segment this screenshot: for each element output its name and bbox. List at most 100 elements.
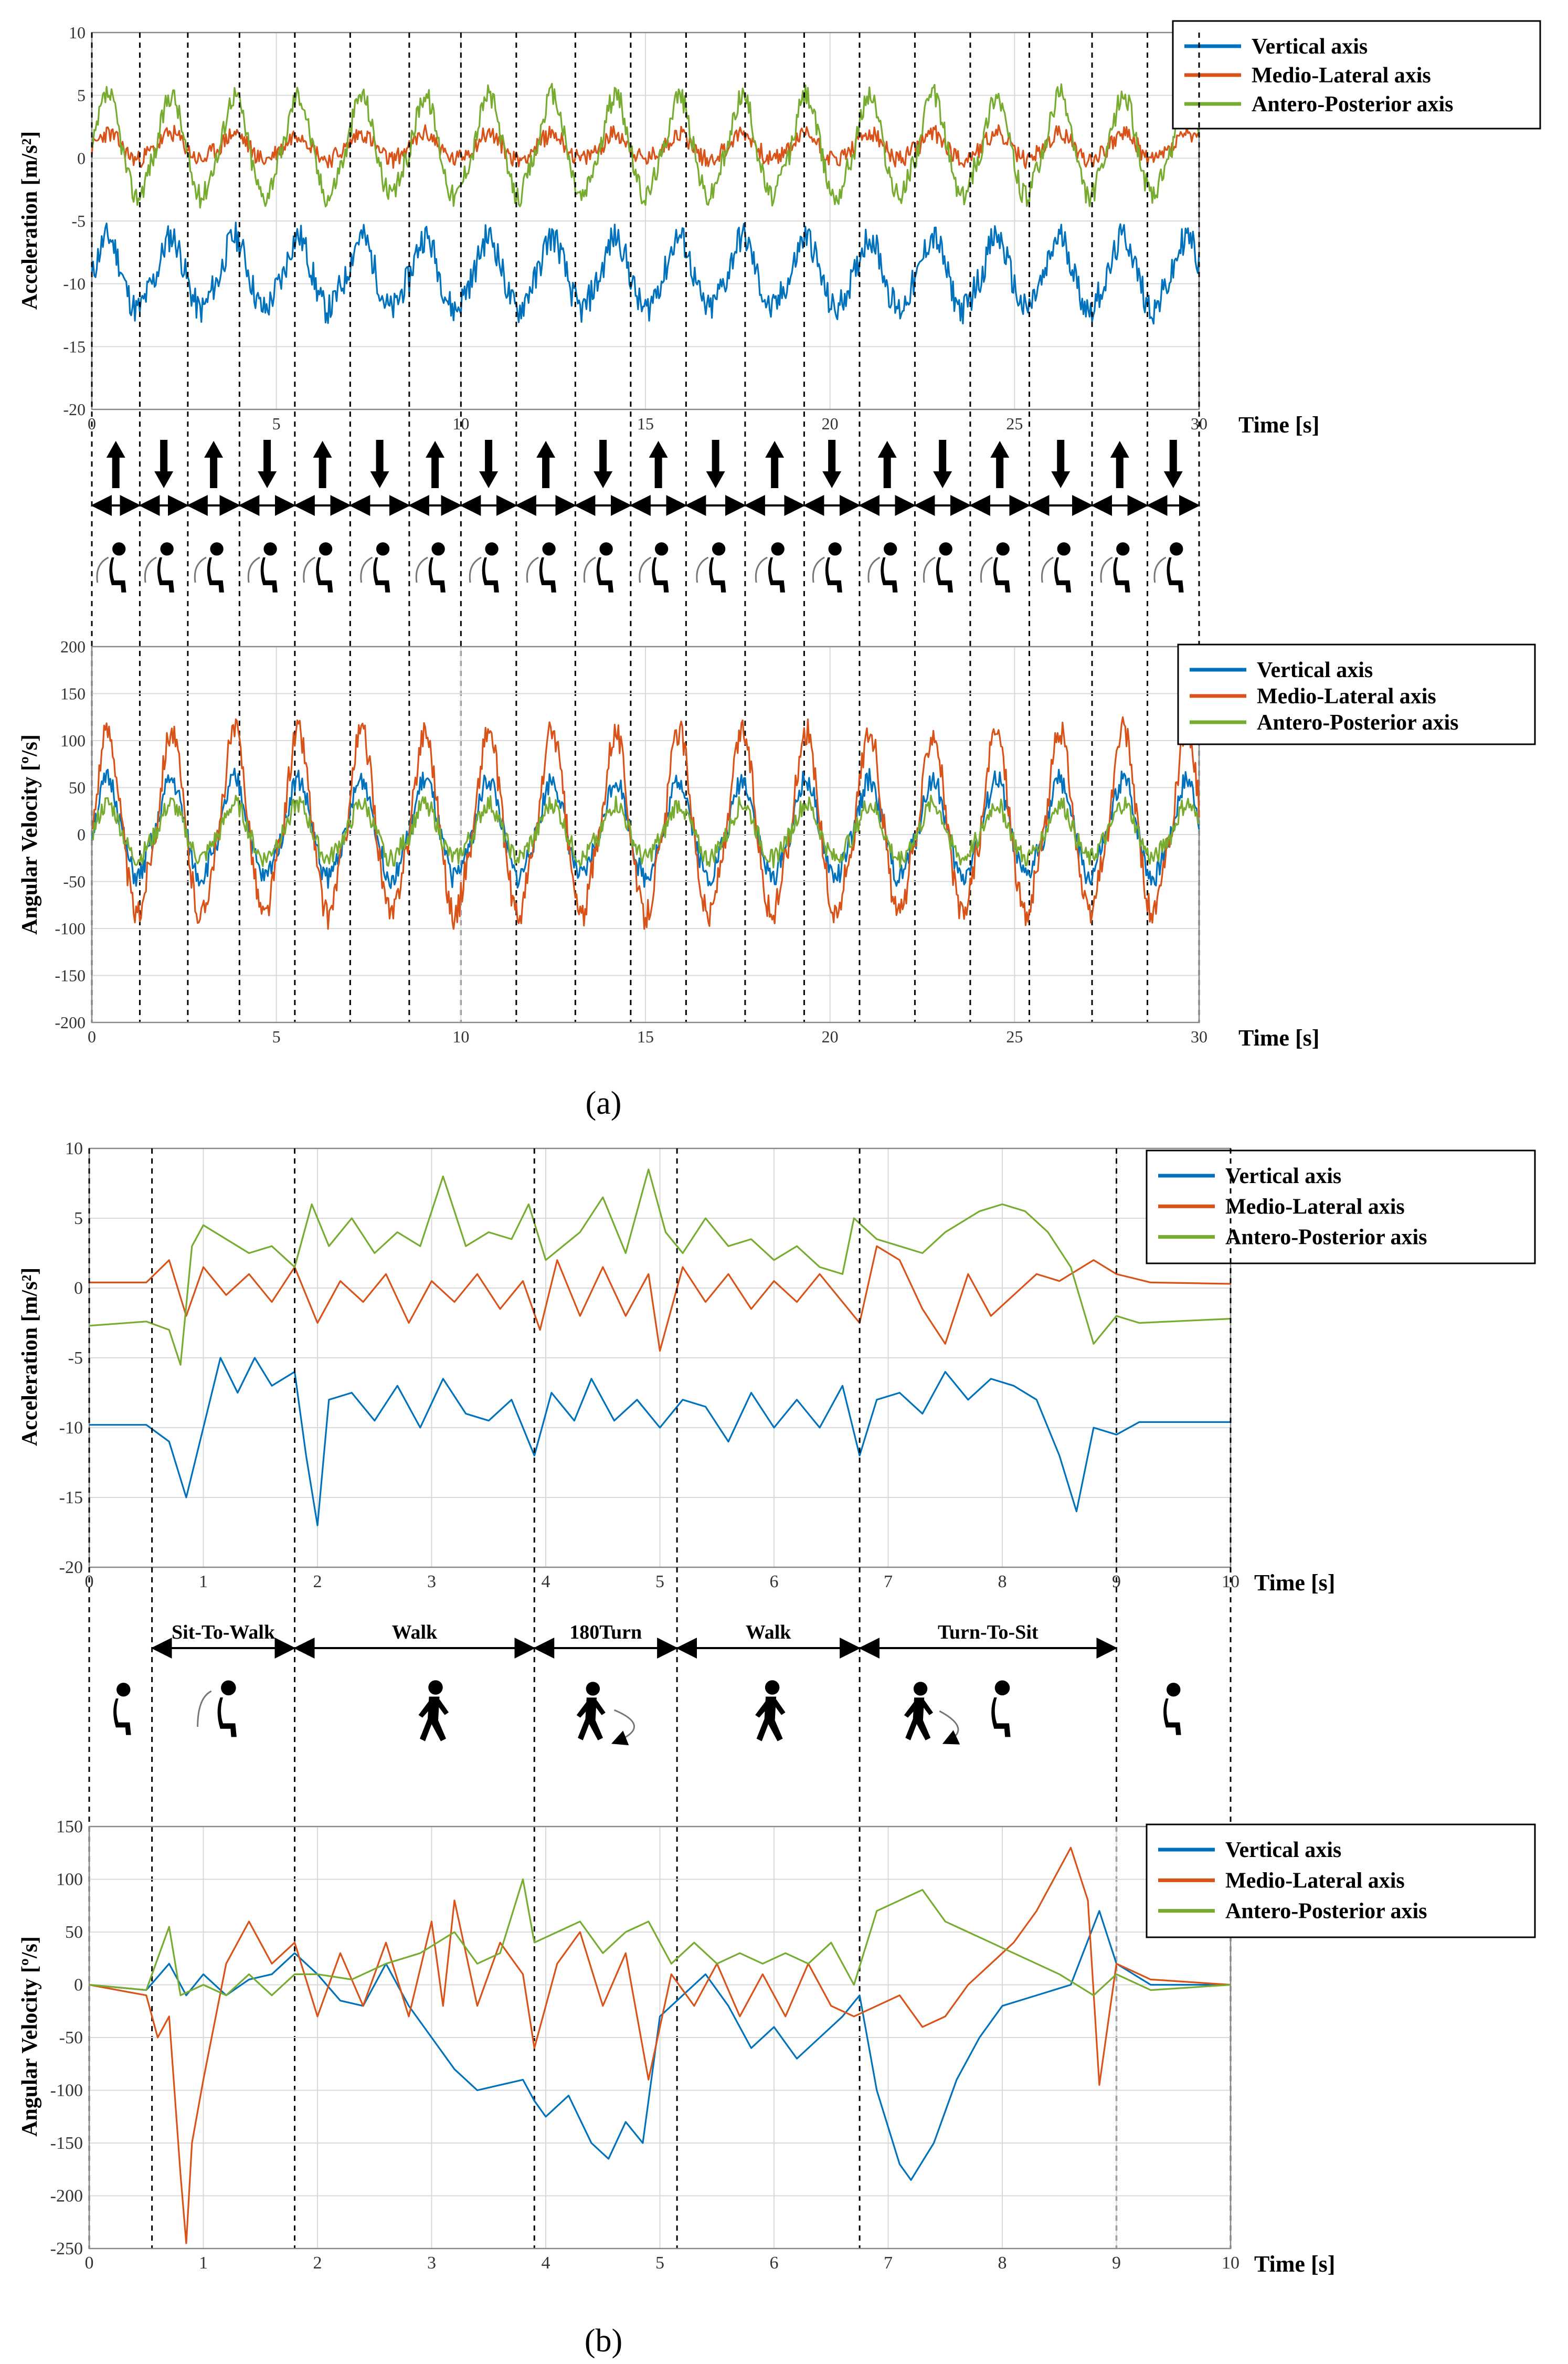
activity-label: Turn-To-Sit <box>938 1621 1039 1643</box>
sit-stand-person-icon <box>428 542 446 593</box>
motion-arc-icon <box>1100 556 1113 583</box>
sit-stand-person-icon <box>881 542 898 593</box>
motion-arc-icon <box>639 556 652 583</box>
motion-arc-icon <box>469 556 482 583</box>
sit-stand-person-icon <box>1167 542 1184 593</box>
x-tick-label: 25 <box>1006 414 1023 433</box>
x-axis-label: Time [s] <box>1238 1025 1319 1051</box>
series-line <box>89 1846 1231 2244</box>
y-tick-label: -50 <box>59 2028 83 2048</box>
down-arrow-icon <box>1051 440 1071 488</box>
y-tick-label: 50 <box>65 1923 83 1942</box>
activity-label: Sit-To-Walk <box>172 1621 276 1643</box>
turn-arc-icon <box>939 1710 960 1745</box>
series-line <box>91 124 1200 170</box>
series-line <box>91 82 1200 209</box>
y-tick-label: 50 <box>69 778 86 797</box>
x-tick-label: 7 <box>884 1572 893 1591</box>
legend-entry: Antero-Posterior axis <box>1252 92 1454 117</box>
y-tick-label: -5 <box>71 212 86 230</box>
series-line <box>91 221 1200 325</box>
x-tick-label: 4 <box>542 1572 550 1591</box>
x-tick-label: 3 <box>427 2253 436 2273</box>
legend-entry: Antero-Posterior axis <box>1225 1899 1427 1924</box>
series-line <box>91 795 1200 869</box>
x-axis-label: Time [s] <box>1238 412 1319 438</box>
y-tick-label: 0 <box>77 825 86 844</box>
down-arrow-icon <box>258 440 277 488</box>
y-tick-label: -250 <box>50 2239 83 2259</box>
x-tick-label: 20 <box>822 414 839 433</box>
stand-to-sit-person-icon <box>991 1680 1011 1737</box>
legend-entry: Vertical axis <box>1225 1838 1341 1862</box>
series-line <box>89 1357 1231 1526</box>
x-tick-label: 2 <box>313 1572 322 1591</box>
legend-entry: Antero-Posterior axis <box>1225 1226 1427 1250</box>
sit-stand-person-icon <box>207 542 224 593</box>
x-tick-label: 10 <box>1222 2253 1239 2273</box>
down-arrow-icon <box>154 440 174 488</box>
sit-stand-person-icon <box>768 542 785 593</box>
activity-label: Walk <box>746 1621 791 1643</box>
walking-person-icon <box>418 1680 449 1742</box>
down-arrow-icon <box>1163 440 1183 488</box>
y-tick-label: -15 <box>63 337 86 356</box>
x-tick-label: 4 <box>542 2253 550 2273</box>
turn-arc-icon <box>611 1709 635 1746</box>
panel-b-activity-strip: Sit-To-Walk Walk 180Turn Walk Turn-To-Sit <box>88 1148 1232 2249</box>
x-tick-label: 6 <box>770 2253 779 2273</box>
y-tick-label: -200 <box>50 2187 83 2206</box>
down-arrow-icon <box>706 440 725 488</box>
y-tick-label: 10 <box>69 23 86 42</box>
x-tick-label: 5 <box>272 1027 281 1046</box>
sit-stand-person-icon <box>1113 542 1130 593</box>
legend-entry: Medio-Lateral axis <box>1225 1195 1405 1219</box>
motion-arc-icon <box>415 556 428 583</box>
panel-label-a: (a) <box>586 1085 622 1121</box>
plot-frame <box>88 1825 1232 2250</box>
y-axis-label: Angular Velocity [º/s] <box>18 734 42 935</box>
x-tick-label: 8 <box>998 1572 1007 1591</box>
legend-entry: Vertical axis <box>1257 658 1373 682</box>
x-tick-label: 0 <box>85 2253 94 2273</box>
x-tick-label: 15 <box>637 414 654 433</box>
y-axis-label: Acceleration [m/s²] <box>18 131 42 310</box>
motion-arc-icon <box>1153 556 1167 583</box>
up-arrow-icon <box>426 441 445 488</box>
motion-arc-icon <box>696 556 709 583</box>
x-tick-label: 20 <box>822 1027 839 1046</box>
down-arrow-icon <box>822 440 842 488</box>
sit-stand-person-icon <box>596 542 613 593</box>
motion-arc-icon <box>1041 556 1054 583</box>
plot-frame <box>91 31 1200 410</box>
sit-stand-person-icon <box>157 542 174 593</box>
motion-arc-icon <box>526 556 539 583</box>
up-arrow-icon <box>649 441 668 488</box>
x-tick-label: 1 <box>199 2253 208 2273</box>
x-tick-label: 7 <box>884 2253 893 2273</box>
x-tick-label: 1 <box>199 1572 208 1591</box>
y-tick-label: 150 <box>56 1817 83 1837</box>
y-tick-label: 0 <box>77 149 86 167</box>
y-tick-label: 150 <box>60 684 86 703</box>
x-tick-label: 10 <box>452 1027 469 1046</box>
x-tick-label: 0 <box>88 1027 96 1046</box>
sit-stand-person-icon <box>709 542 726 593</box>
y-tick-label: 200 <box>60 637 86 656</box>
motion-arc-icon <box>197 1690 212 1727</box>
y-axis-label: Angular Velocity [º/s] <box>18 1936 42 2137</box>
y-tick-label: -100 <box>55 919 86 938</box>
sit-stand-person-icon <box>825 542 842 593</box>
sit-stand-person-icon <box>316 542 333 593</box>
motion-arc-icon <box>247 556 260 583</box>
walking-person-icon <box>755 1680 786 1742</box>
panel-a-activity-strip <box>91 33 1200 1022</box>
up-arrow-icon <box>765 441 785 488</box>
y-tick-label: -150 <box>50 2134 83 2153</box>
motion-arc-icon <box>755 556 768 583</box>
motion-arc-icon <box>96 556 109 583</box>
y-tick-label: 100 <box>60 731 86 750</box>
x-axis-label: Time [s] <box>1254 2251 1335 2277</box>
motion-arc-icon <box>923 556 936 583</box>
motion-arc-icon <box>144 556 157 583</box>
